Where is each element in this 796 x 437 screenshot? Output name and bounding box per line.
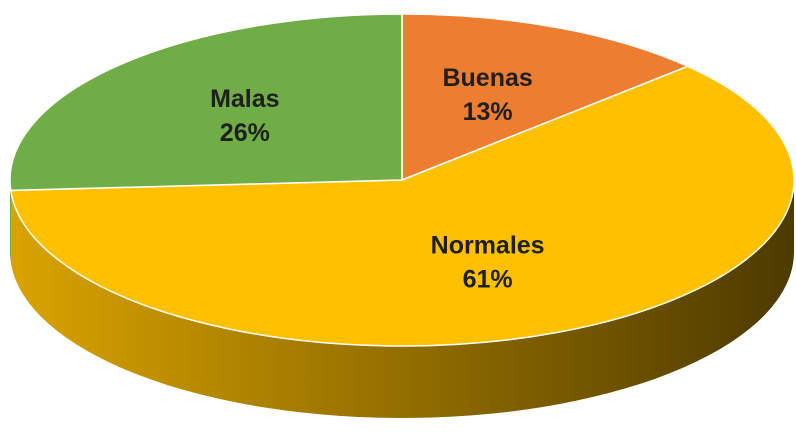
slice (9, 13, 403, 192)
value-label: 26% (220, 119, 270, 147)
value-label: 13% (463, 98, 513, 126)
slice (401, 13, 690, 182)
slice-label: Buenas (442, 64, 532, 92)
value-label: 61% (463, 265, 513, 293)
slice-side (10, 180, 11, 263)
slice (9, 65, 795, 347)
slice-label: Malas (210, 85, 279, 113)
slice-side (10, 180, 795, 418)
slice-label: Normales (431, 231, 545, 259)
